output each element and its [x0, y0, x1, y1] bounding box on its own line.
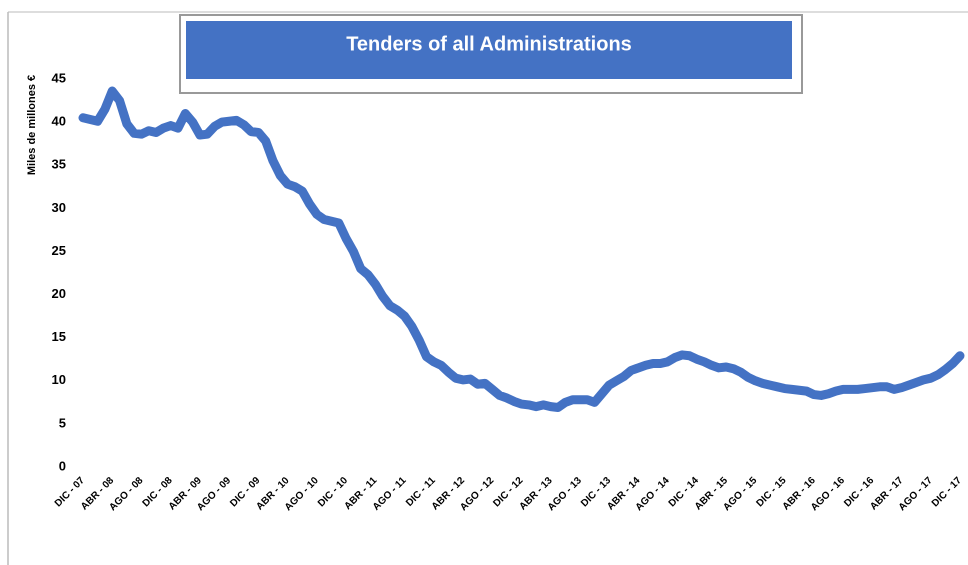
- y-tick-label: 0: [59, 458, 66, 473]
- data-line: [78, 86, 965, 413]
- y-tick-label: 15: [52, 329, 66, 344]
- y-tick-label: 45: [52, 70, 66, 85]
- y-tick-label: 30: [52, 200, 66, 215]
- y-tick-label: 5: [59, 415, 66, 430]
- title-background: [186, 21, 792, 79]
- chart-title: Tenders of all Administrations: [346, 33, 632, 55]
- y-tick-label: 35: [52, 157, 66, 172]
- y-tick-label: 25: [52, 243, 66, 258]
- y-tick-label: 20: [52, 286, 66, 301]
- y-tick-label: 40: [52, 114, 66, 129]
- x-tick-label: DIC - 17: [930, 475, 964, 509]
- y-tick-label: 10: [52, 372, 66, 387]
- y-axis-label: Miles de millones €: [26, 75, 38, 175]
